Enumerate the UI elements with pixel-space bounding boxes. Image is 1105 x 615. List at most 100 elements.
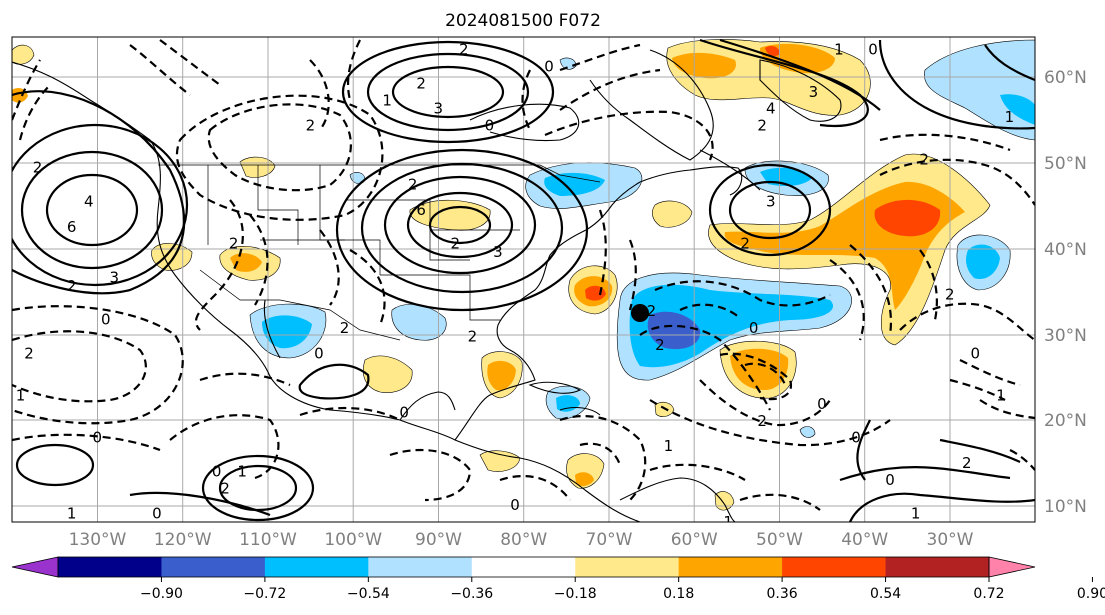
contour-label: 3	[110, 268, 120, 286]
contour-label: 1	[67, 505, 77, 523]
contour-label: 0	[485, 117, 495, 135]
contour-label: 2	[340, 319, 350, 337]
lon-label: 100°W	[324, 530, 382, 550]
contour-label: 3	[493, 243, 503, 261]
contour-label: 2	[945, 285, 955, 303]
contour-label: 2	[408, 176, 418, 194]
colorbar-cell	[471, 557, 576, 577]
map-frame	[11, 36, 1036, 523]
colorbar-cell	[161, 557, 266, 577]
contour-label: 2	[229, 235, 239, 253]
contour-label: 0	[510, 496, 520, 514]
colorbar-extend-high	[988, 556, 1036, 578]
contour-label: 2	[451, 235, 461, 253]
contour-label: 2	[647, 302, 657, 320]
contour-label: 2	[24, 344, 34, 362]
contour-label: 1	[382, 91, 392, 109]
contour-label: 0	[544, 58, 554, 76]
lon-label: 80°W	[500, 530, 547, 550]
contour-label: 0	[314, 344, 324, 362]
contour-label: 0	[749, 319, 759, 337]
contour-label: 0	[971, 344, 981, 362]
contour-label: 2	[740, 235, 750, 253]
contour-label: 6	[67, 218, 77, 236]
contour-label: 2	[655, 336, 665, 354]
contour-label: 3	[433, 100, 443, 118]
contour-label: 4	[766, 100, 776, 118]
colorbar-cell	[678, 557, 783, 577]
lat-label: 40°N	[1044, 240, 1087, 260]
colorbar-tick-label: 0.18	[663, 586, 694, 602]
map-title: 2024081500 F072	[445, 11, 601, 31]
lat-label: 60°N	[1044, 68, 1087, 88]
contour-label: 0	[152, 505, 162, 523]
colorbar-cell	[782, 557, 887, 577]
contour-label: 0	[399, 403, 409, 421]
contour-label: 2	[67, 277, 77, 295]
lon-label: 40°W	[841, 530, 888, 550]
colorbar-outline	[57, 556, 990, 578]
colorbar-tick-label: 0.54	[870, 586, 901, 602]
contour-label: 4	[84, 192, 94, 210]
lat-label: 20°N	[1044, 411, 1087, 431]
contour-label: 3	[766, 192, 776, 210]
lon-label: 110°W	[239, 530, 297, 550]
lon-label: 30°W	[927, 530, 974, 550]
contour-label: 2	[33, 159, 43, 177]
storm-center-marker	[631, 304, 649, 322]
dashed-contours	[12, 39, 1035, 511]
negative-anomaly-region	[249, 39, 1035, 438]
colorbar-cell	[885, 557, 990, 577]
contour-label: 1	[1005, 108, 1015, 126]
contour-label: 1	[664, 437, 674, 455]
colorbar-tick-label: −0.90	[140, 586, 183, 602]
contour-label: 1	[911, 505, 921, 523]
contour-label: 2	[757, 117, 767, 135]
contour-label: 0	[868, 41, 878, 59]
contour-label: 2	[220, 479, 230, 497]
colorbar-cell	[575, 557, 680, 577]
lon-label: 120°W	[154, 530, 212, 550]
solid-contours	[12, 38, 1035, 522]
lon-label: 60°W	[671, 530, 718, 550]
colorbar-extend-low	[11, 556, 59, 578]
colorbar-tick-label: −0.36	[450, 586, 493, 602]
contour-label: 3	[809, 83, 819, 101]
lon-label: 90°W	[415, 530, 462, 550]
contour-label: 1	[723, 513, 733, 531]
lon-label: 130°W	[69, 530, 127, 550]
longitude-axis-labels: 130°W 120°W 110°W 100°W 90°W 80°W 70°W 6…	[69, 530, 974, 550]
lat-label: 30°N	[1044, 326, 1087, 346]
colorbar-ticks: −0.90 −0.72 −0.54 −0.36 −0.18 0.18 0.36 0.54 0.7…	[140, 577, 1105, 602]
contour-label: 2	[468, 327, 478, 345]
colorbar-cell	[58, 557, 162, 577]
contour-label: 1	[996, 386, 1006, 404]
contour-label: 0	[92, 429, 102, 447]
contour-label: 0	[885, 471, 895, 489]
contour-label: 2	[962, 454, 972, 472]
contour-label: 0	[212, 462, 222, 480]
latitude-axis-labels: 60°N 50°N 40°N 30°N 20°N 10°N	[1044, 68, 1087, 517]
contour-label: 1	[16, 386, 26, 404]
colorbar-tick-label: 0.36	[767, 586, 798, 602]
lon-label: 70°W	[586, 530, 633, 550]
contour-label: 2	[459, 41, 469, 59]
contour-label: 2	[757, 412, 767, 430]
colorbar: −0.90 −0.72 −0.54 −0.36 −0.18 0.18 0.36 0.54 0.7…	[11, 556, 1105, 602]
contour-label: 1	[237, 462, 247, 480]
contour-label: 6	[416, 201, 426, 219]
contour-label: 2	[416, 74, 426, 92]
lat-label: 10°N	[1044, 497, 1087, 517]
colorbar-cell	[264, 557, 369, 577]
contour-label: 0	[817, 395, 827, 413]
colorbar-tick-label: −0.54	[347, 586, 390, 602]
colorbar-cell	[368, 557, 473, 577]
colorbar-tick-label: 0.90	[1077, 586, 1105, 602]
contour-label: 1	[834, 41, 844, 59]
lon-label: 50°W	[756, 530, 803, 550]
colorbar-cells	[11, 556, 1036, 578]
contour-label: 0	[851, 429, 861, 447]
